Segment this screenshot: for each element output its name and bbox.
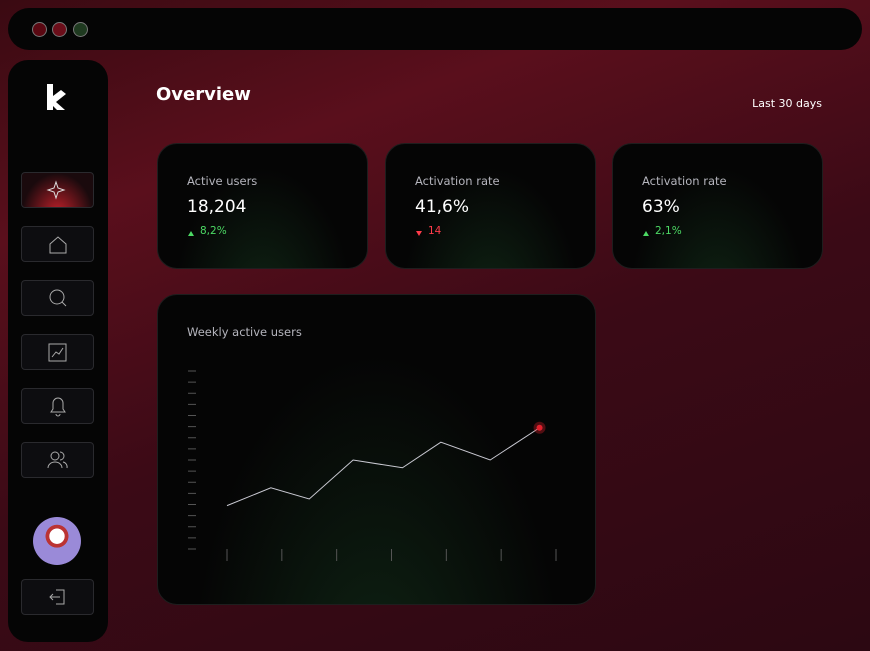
maximize-dot[interactable] bbox=[73, 22, 88, 37]
logout-button[interactable] bbox=[21, 579, 94, 615]
chart-card: Weekly active users bbox=[157, 294, 596, 605]
trend-arrow bbox=[643, 231, 649, 236]
nav-analytics[interactable] bbox=[21, 334, 94, 370]
chart bbox=[188, 370, 557, 561]
stat-change: 8,2% bbox=[200, 225, 227, 237]
stat-value: 63% bbox=[642, 197, 680, 217]
avatar[interactable] bbox=[33, 517, 81, 565]
trend-arrow bbox=[416, 231, 422, 236]
stat-card: Activation rate 41,6% 14 bbox=[385, 143, 596, 269]
stat-label: Active users bbox=[187, 174, 258, 188]
sidebar bbox=[8, 60, 108, 642]
nav-search[interactable] bbox=[21, 280, 94, 316]
trend-arrow bbox=[188, 231, 194, 236]
stat-value: 41,6% bbox=[415, 197, 470, 217]
date-range[interactable]: Last 30 days bbox=[752, 97, 822, 110]
window-bar bbox=[8, 8, 862, 50]
logo bbox=[47, 84, 66, 110]
stat-change: 14 bbox=[428, 225, 442, 237]
minimize-dot[interactable] bbox=[52, 22, 67, 37]
stat-card: Activation rate 63% 2,1% bbox=[612, 143, 823, 269]
nav-sparkle[interactable] bbox=[21, 172, 94, 208]
chart-title: Weekly active users bbox=[187, 325, 302, 339]
stat-card: Active users 18,204 8,2% bbox=[157, 143, 368, 269]
close-dot[interactable] bbox=[32, 22, 47, 37]
stat-label: Activation rate bbox=[415, 174, 500, 188]
nav-notifications[interactable] bbox=[21, 388, 94, 424]
stat-label: Activation rate bbox=[642, 174, 727, 188]
line bbox=[226, 427, 540, 507]
stat-value: 18,204 bbox=[187, 197, 247, 217]
stat-change: 2,1% bbox=[655, 225, 682, 237]
nav-users[interactable] bbox=[21, 442, 94, 478]
last-point bbox=[536, 424, 543, 431]
page-title: Overview bbox=[156, 84, 251, 105]
nav-home[interactable] bbox=[21, 226, 94, 262]
